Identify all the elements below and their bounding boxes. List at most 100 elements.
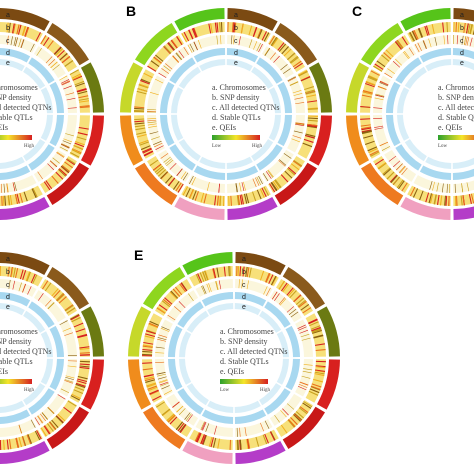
qei-track <box>268 114 281 141</box>
qtn-stripe <box>466 182 470 192</box>
qtn-stripe <box>201 285 206 295</box>
snp-stripe <box>36 430 42 440</box>
qtn-stripe <box>432 181 435 191</box>
snp-stripe <box>149 390 160 396</box>
snp-stripe <box>212 268 216 279</box>
qtl-track <box>277 114 292 147</box>
qtn-track <box>227 35 265 53</box>
legend-item: b. SNP density <box>0 337 32 346</box>
snp-stripe <box>79 346 90 349</box>
qtn-stripe <box>161 385 170 390</box>
snp-stripe <box>158 304 168 311</box>
qtn-stripe <box>271 291 278 300</box>
qtn-track <box>158 149 191 182</box>
snp-stripe <box>175 421 183 431</box>
snp-stripe <box>401 36 408 46</box>
qtn-stripe <box>182 172 189 181</box>
snp-stripe <box>180 282 188 292</box>
snp-stripe <box>203 193 207 204</box>
qtn-stripe <box>231 35 233 45</box>
snp-stripe <box>74 386 85 391</box>
legend-high: High <box>24 144 35 149</box>
qtn-stripe <box>244 427 247 437</box>
legend-gradient <box>438 135 474 140</box>
snp-stripe <box>256 189 262 200</box>
qtn-stripe <box>269 52 276 60</box>
snp-stripe <box>144 377 155 382</box>
qtl-track <box>28 388 55 415</box>
qtn-stripe <box>267 170 274 178</box>
legend-item: d. Stable QTLs <box>0 113 33 122</box>
qtn-stripe <box>398 165 406 173</box>
qtl-track <box>177 301 204 328</box>
qtl-track <box>177 388 204 415</box>
qtn-stripe <box>260 422 265 432</box>
snp-stripe <box>144 335 155 339</box>
qtn-track <box>59 115 77 153</box>
snp-stripe <box>167 177 176 187</box>
snp-stripe <box>268 274 274 284</box>
snp-stripe <box>10 267 14 278</box>
chromosome-segment <box>80 62 104 113</box>
snp-stripe <box>261 187 267 197</box>
chromosome-segment <box>400 196 451 220</box>
snp-stripe <box>469 24 473 35</box>
snp-track <box>69 359 90 403</box>
qtn-stripe <box>64 379 74 383</box>
qtn-stripe <box>193 41 198 51</box>
snp-stripe <box>55 48 64 57</box>
qtn-stripe <box>264 47 270 56</box>
snp-stripe <box>2 195 5 206</box>
qtn-stripe <box>246 280 249 290</box>
qtn-stripe <box>252 178 257 188</box>
qtn-stripe <box>443 35 446 45</box>
snp-stripe <box>166 413 175 422</box>
qtn-stripe <box>155 352 165 354</box>
qtn-stripe <box>428 38 432 48</box>
snp-stripe <box>264 433 269 444</box>
qtn-track <box>0 35 37 53</box>
snp-stripe <box>245 193 250 204</box>
snp-stripe <box>290 417 298 426</box>
snp-stripe <box>76 88 87 93</box>
snp-stripe <box>365 80 376 86</box>
snp-stripe <box>143 341 154 345</box>
qtn-stripe <box>155 346 165 349</box>
snp-stripe <box>439 195 443 206</box>
snp-stripe <box>19 269 24 280</box>
snp-stripe <box>64 304 74 311</box>
qtn-stripe <box>157 376 167 380</box>
snp-stripe <box>278 280 285 290</box>
snp-stripe <box>265 272 270 283</box>
ring-letter: b <box>460 25 464 32</box>
qtn-track <box>295 319 313 357</box>
qei-track <box>276 331 289 358</box>
qtn-stripe <box>47 302 55 310</box>
chromosome-segment <box>274 162 317 205</box>
qtn-stripe <box>59 75 68 81</box>
snp-stripe <box>392 176 400 186</box>
snp-stripe <box>299 406 309 414</box>
snp-stripe <box>409 31 415 42</box>
qtn-stripe <box>278 297 286 305</box>
snp-stripe <box>195 432 201 443</box>
snp-stripe <box>152 395 162 401</box>
qtn-stripe <box>164 158 173 165</box>
snp-stripe <box>214 195 217 206</box>
chromosome-segment <box>128 306 152 357</box>
snp-stripe <box>77 132 88 136</box>
snp-stripe <box>56 49 65 58</box>
qtn-stripe <box>205 423 210 432</box>
snp-stripe <box>229 439 231 450</box>
qtn-track <box>413 175 451 193</box>
qtl-track <box>0 409 31 424</box>
qtn-stripe <box>388 155 397 162</box>
snp-stripe <box>208 436 213 447</box>
qtn-stripe <box>461 35 464 45</box>
snp-stripe <box>142 353 153 356</box>
snp-stripe <box>305 133 316 138</box>
qtn-stripe <box>61 143 70 148</box>
snp-stripe <box>25 271 31 282</box>
